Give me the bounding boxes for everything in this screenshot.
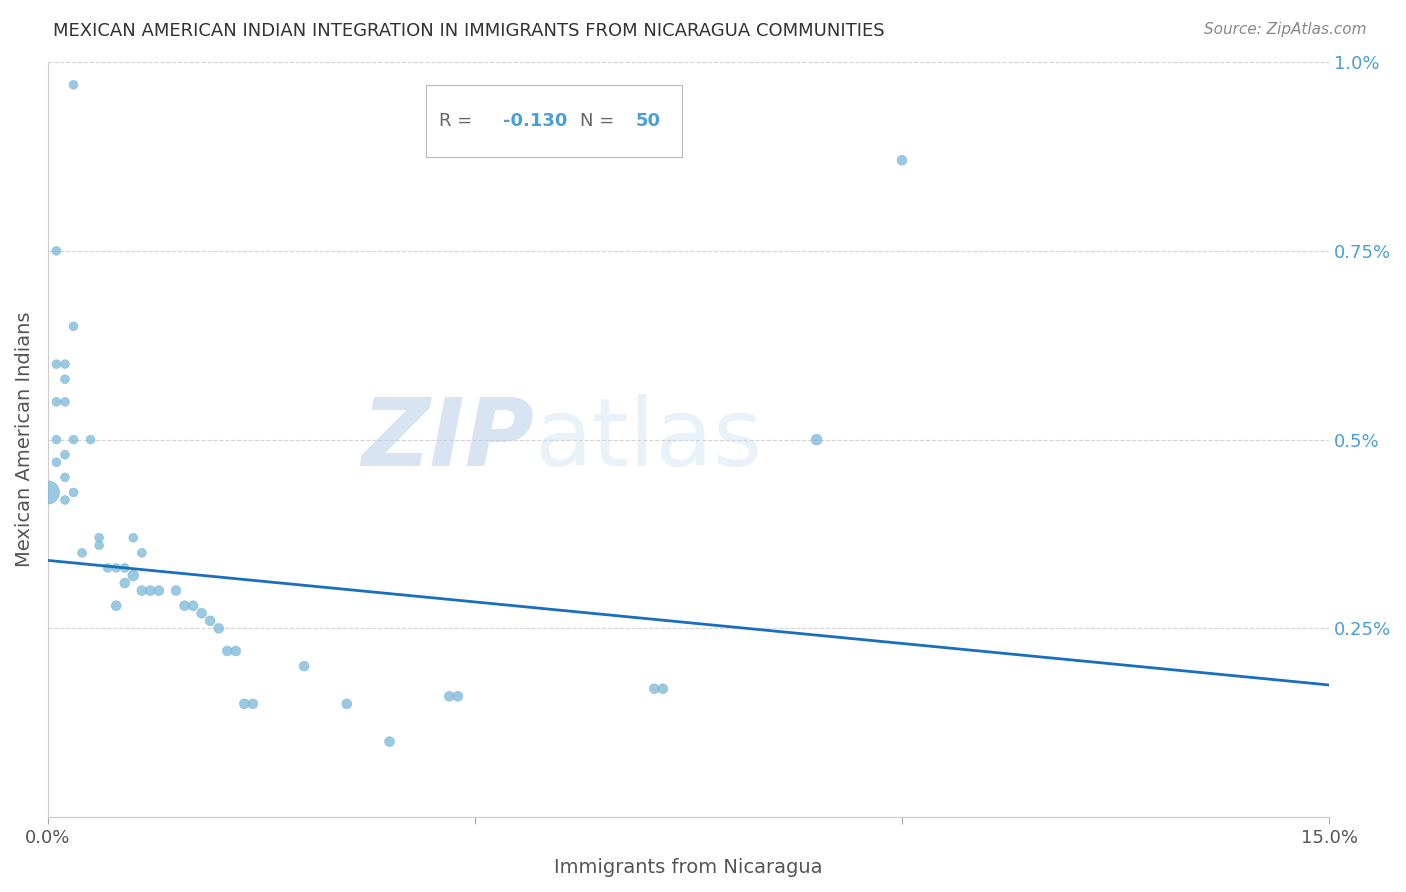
- Point: [62, 485, 84, 500]
- Point: [217, 644, 239, 658]
- Point: [45, 455, 67, 469]
- Point: [62, 433, 84, 447]
- Point: [79, 433, 101, 447]
- Point: [37, 485, 59, 500]
- Point: [62, 78, 84, 92]
- Point: [173, 599, 195, 613]
- Point: [62, 319, 84, 334]
- Point: [336, 697, 359, 711]
- Point: [53, 357, 76, 371]
- Point: [53, 448, 76, 462]
- Point: [139, 583, 162, 598]
- Point: [165, 583, 187, 598]
- Point: [378, 734, 401, 748]
- Text: atlas: atlas: [534, 393, 763, 485]
- Point: [131, 546, 153, 560]
- Point: [105, 561, 128, 575]
- Point: [447, 690, 470, 704]
- Text: MEXICAN AMERICAN INDIAN INTEGRATION IN IMMIGRANTS FROM NICARAGUA COMMUNITIES: MEXICAN AMERICAN INDIAN INTEGRATION IN I…: [53, 22, 884, 40]
- Point: [190, 606, 212, 620]
- Point: [181, 599, 204, 613]
- Point: [114, 576, 136, 591]
- Point: [225, 644, 247, 658]
- Point: [45, 357, 67, 371]
- Point: [651, 681, 673, 696]
- Point: [89, 538, 111, 552]
- Text: Source: ZipAtlas.com: Source: ZipAtlas.com: [1204, 22, 1367, 37]
- Point: [53, 372, 76, 386]
- Point: [148, 583, 170, 598]
- Point: [233, 697, 256, 711]
- Point: [198, 614, 221, 628]
- Point: [242, 697, 264, 711]
- Point: [122, 568, 145, 582]
- Y-axis label: Mexican American Indians: Mexican American Indians: [15, 312, 34, 567]
- Point: [97, 561, 120, 575]
- Point: [105, 599, 128, 613]
- Point: [439, 690, 461, 704]
- Point: [114, 561, 136, 575]
- Point: [45, 244, 67, 258]
- Point: [292, 659, 315, 673]
- Point: [131, 583, 153, 598]
- Point: [70, 546, 93, 560]
- Point: [208, 621, 231, 635]
- Point: [53, 395, 76, 409]
- Point: [53, 470, 76, 484]
- Text: ZIP: ZIP: [361, 393, 534, 485]
- Point: [53, 493, 76, 508]
- Point: [45, 395, 67, 409]
- Point: [89, 531, 111, 545]
- Point: [45, 433, 67, 447]
- Point: [806, 433, 828, 447]
- Point: [122, 531, 145, 545]
- Point: [891, 153, 914, 168]
- Point: [643, 681, 665, 696]
- X-axis label: Immigrants from Nicaragua: Immigrants from Nicaragua: [554, 858, 823, 877]
